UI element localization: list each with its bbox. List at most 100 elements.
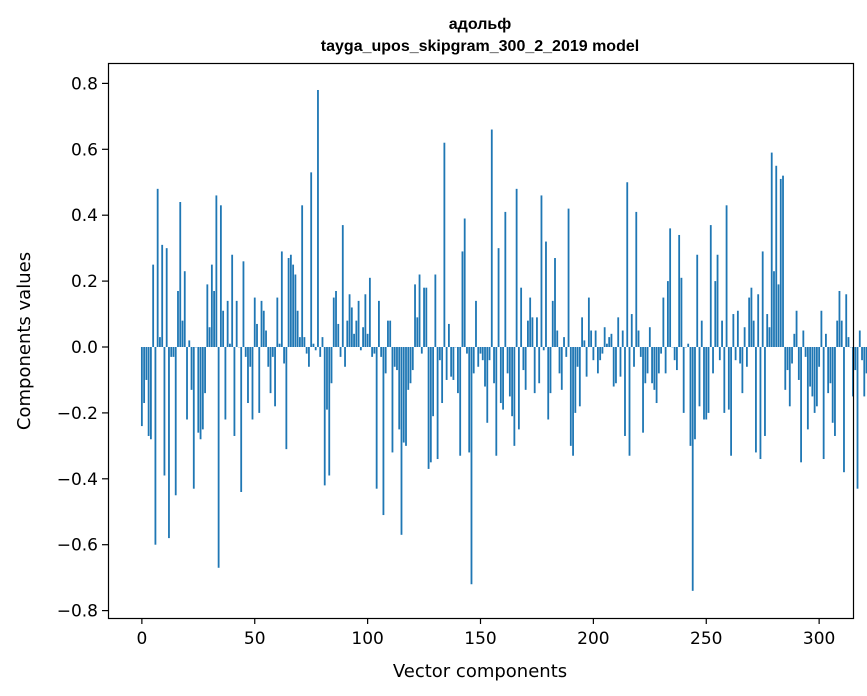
bar-182 [551, 300, 554, 347]
y-tick-label: −0.6 [57, 536, 98, 556]
bar-167 [517, 347, 520, 430]
bar-225 [648, 327, 651, 347]
bar-131 [436, 347, 439, 460]
bar-77 [314, 347, 317, 351]
bar-8 [159, 337, 161, 347]
bar-208 [610, 333, 613, 347]
bar-243 [689, 347, 692, 446]
bar-124 [420, 347, 423, 354]
bar-265 [739, 347, 742, 364]
bar-10 [163, 347, 166, 476]
bar-165 [513, 347, 516, 446]
bar-166 [515, 188, 518, 347]
bar-135 [445, 347, 448, 380]
bar-111 [391, 347, 394, 453]
bar-134 [443, 142, 446, 347]
bar-138 [452, 347, 455, 380]
bar-5 [152, 264, 155, 348]
bar-73 [305, 347, 308, 354]
bar-219 [635, 211, 638, 347]
bar-41 [233, 347, 236, 436]
bar-246 [696, 254, 699, 347]
bar-202 [596, 347, 599, 374]
bar-65 [287, 258, 290, 347]
bar-155 [490, 129, 493, 347]
bar-244 [691, 347, 694, 591]
bar-311 [843, 347, 845, 473]
bar-264 [736, 310, 739, 347]
bar-263 [734, 347, 737, 361]
x-tick-label: 300 [803, 629, 835, 649]
bar-215 [626, 182, 629, 347]
y-tick-label: 0.4 [71, 206, 98, 226]
bar-153 [486, 347, 489, 423]
bar-157 [495, 347, 498, 456]
bar-295 [806, 347, 809, 430]
bar-55 [265, 330, 267, 347]
bar-33 [215, 195, 218, 347]
bar-279 [770, 152, 773, 347]
bar-3 [147, 347, 150, 436]
bar-109 [387, 320, 389, 347]
bar-34 [217, 347, 220, 568]
bar-224 [646, 347, 649, 374]
bar-100 [366, 333, 369, 347]
y-tick-label: 0.6 [71, 140, 98, 160]
bar-204 [601, 347, 604, 354]
bar-160 [502, 347, 504, 410]
bar-300 [818, 347, 821, 367]
bar-227 [653, 347, 656, 390]
bar-286 [786, 347, 789, 371]
bar-176 [538, 347, 541, 384]
bar-25 [197, 347, 200, 433]
chart-title-line-2: tayga_upos_skipgram_300_2_2019 model [321, 38, 639, 55]
bar-217 [630, 314, 633, 347]
bar-190 [569, 347, 572, 446]
bar-70 [298, 337, 301, 347]
bar-49 [251, 347, 254, 420]
bar-212 [619, 347, 622, 377]
bar-4 [149, 347, 152, 440]
bar-22 [190, 347, 193, 390]
bar-9 [161, 244, 164, 347]
bars-group [140, 89, 867, 591]
bar-271 [752, 320, 755, 347]
bar-249 [703, 347, 705, 420]
bar-37 [224, 347, 227, 420]
bar-181 [549, 347, 552, 394]
bar-275 [761, 251, 764, 347]
bar-321 [865, 347, 867, 374]
y-tick-label: −0.4 [57, 470, 98, 490]
bar-164 [511, 347, 514, 417]
bar-284 [782, 175, 784, 347]
bar-14 [172, 347, 175, 357]
bar-68 [294, 274, 297, 347]
bar-16 [177, 290, 179, 348]
bar-194 [578, 347, 581, 407]
bar-310 [840, 320, 843, 347]
bar-251 [707, 347, 710, 413]
bar-76 [312, 343, 315, 347]
bar-180 [547, 347, 550, 420]
bar-191 [572, 347, 574, 456]
bar-239 [680, 277, 683, 347]
bar-15 [174, 347, 177, 496]
x-axis-ticks: 0 50 100 150 200 250 300 [136, 618, 835, 649]
bar-186 [560, 347, 563, 390]
bar-209 [612, 347, 615, 387]
bar-42 [235, 300, 238, 347]
bar-27 [201, 347, 204, 430]
bar-261 [730, 347, 732, 456]
bar-313 [847, 337, 850, 347]
bar-226 [651, 347, 653, 384]
bar-317 [856, 347, 859, 489]
bar-46 [244, 347, 247, 357]
bar-91 [346, 320, 349, 347]
bar-121 [414, 284, 416, 347]
bar-277 [766, 314, 769, 347]
bar-255 [716, 254, 719, 347]
y-tick-label: −0.2 [57, 404, 98, 424]
bar-173 [531, 317, 534, 347]
bar-299 [815, 347, 818, 407]
bar-287 [788, 347, 791, 407]
